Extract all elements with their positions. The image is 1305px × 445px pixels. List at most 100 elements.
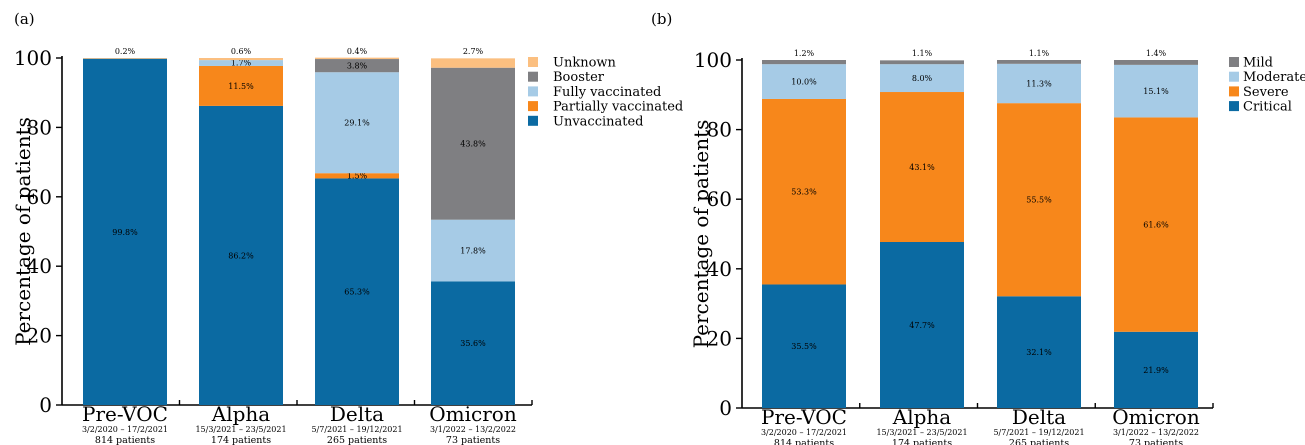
legend-label: Unvaccinated [553,114,644,129]
x-category-dates: 3/1/2022 – 13/2/2022 [1113,428,1199,437]
bar-segment-critical [762,284,846,408]
y-tick-label: 100 [14,46,52,70]
data-label: 3.8% [347,62,368,71]
x-category-dates: 15/3/2021 – 23/5/2021 [195,425,286,434]
data-label: 99.8% [112,228,138,237]
bar-segment-moderate [997,63,1081,104]
data-label: 43.1% [909,163,935,172]
x-category-patients: 265 patients [1009,438,1069,445]
y-tick-label: 20 [27,324,52,348]
data-label: 43.8% [460,140,486,149]
data-label: 0.2% [115,47,136,56]
data-label: 11.3% [1026,79,1052,88]
data-label: 1.4% [1146,49,1167,58]
y-tick-label: 80 [707,118,732,142]
x-category-patients: 73 patients [446,435,500,445]
y-tick-label: 60 [27,185,52,209]
legend-swatch [528,71,538,82]
data-label: 10.0% [791,78,817,87]
data-label: 47.7% [909,321,935,330]
data-label: 21.9% [1143,366,1169,375]
data-label: 17.8% [460,247,486,256]
legend-label: Unknown [553,56,617,71]
legend-swatch [1229,71,1239,82]
legend-swatch [528,57,538,67]
x-category-patients: 174 patients [892,438,952,445]
bar-segment-mild [997,60,1081,64]
bar-segment-unvaccinated [199,105,283,406]
bar-segment-fully-vaccinated [431,219,515,282]
x-category-label: Omicron [429,402,517,426]
bar-segment-critical [997,296,1081,408]
bar-segment-severe [762,98,846,285]
bar-segment-severe [997,103,1081,297]
legend-swatch [1229,101,1239,112]
data-label: 1.1% [1029,49,1050,58]
data-label: 35.5% [791,342,817,351]
legend-swatch [528,86,538,97]
data-label: 0.6% [231,47,252,56]
x-category-dates: 15/3/2021 – 23/5/2021 [876,428,967,437]
data-label: 53.3% [791,188,817,197]
legend-swatch [1229,86,1239,97]
data-label: 1.5% [347,171,368,180]
y-tick-label: 40 [27,254,52,278]
legend-label: Partially vaccinated [553,100,683,115]
data-label: 0.4% [347,47,368,56]
x-category-dates: 3/2/2020 – 17/2/2021 [761,428,847,437]
data-label: 15.1% [1143,87,1169,96]
data-label: 86.2% [228,251,254,260]
y-tick-label: 0 [39,393,52,417]
bar-segment-unvaccinated [315,178,399,405]
data-label: 8.0% [912,74,933,83]
x-category-patients: 814 patients [774,438,834,445]
bar-segment-booster [431,67,515,220]
bar-segment-mild [1114,60,1198,65]
legend-label: Severe [1243,85,1289,100]
bar-segment-fully-vaccinated [315,72,399,174]
x-category-label: Delta [1012,405,1066,429]
x-category-patients: 265 patients [327,435,387,445]
data-label: 2.7% [463,47,484,56]
data-label: 29.1% [344,119,370,128]
bar-segment-unvaccinated [83,58,167,405]
legend-swatch [528,101,538,112]
bar-segment-critical [1114,331,1198,408]
data-label: 61.6% [1143,221,1169,230]
x-category-dates: 5/7/2021 – 19/12/2021 [993,428,1084,437]
x-category-label: Pre-VOC [761,405,847,429]
y-tick-label: 40 [707,257,732,281]
legend-swatch [1229,57,1239,67]
bar-segment-unvaccinated [431,281,515,405]
y-tick-label: 0 [719,396,732,420]
data-label: 32.1% [1026,348,1052,357]
y-axis-title: Percentage of patients [689,120,713,349]
bar-segment-partially-vaccinated [199,65,283,106]
data-label: 1.1% [912,49,933,58]
legend-label: Moderate [1243,70,1305,85]
panel-label: (a) [14,10,35,28]
x-category-label: Alpha [211,402,271,426]
y-tick-label: 60 [707,187,732,211]
x-category-patients: 73 patients [1129,438,1183,445]
bar-segment-moderate [1114,64,1198,118]
legend-label: Booster [553,70,605,85]
data-label: 11.5% [228,82,254,91]
y-tick-label: 80 [27,115,52,139]
data-label: 1.2% [794,49,815,58]
x-category-label: Omicron [1112,405,1200,429]
x-category-label: Pre-VOC [82,402,168,426]
x-category-patients: 174 patients [211,435,271,445]
data-label: 1.7% [231,59,252,68]
data-label: 65.3% [344,288,370,297]
y-axis-title: Percentage of patients [11,117,35,346]
bar-segment-critical [880,242,964,408]
chart-panel-b: (b) Percentage of patients 0 20 40 60 80 100 35.… [651,10,1305,445]
x-category-dates: 5/7/2021 – 19/12/2021 [311,425,402,434]
legend-label: Critical [1243,100,1292,115]
bar-segment-severe [880,92,964,243]
bar-segment-mild [762,60,846,65]
x-category-label: Alpha [892,405,952,429]
x-category-dates: 3/1/2022 – 13/2/2022 [430,425,516,434]
data-label: 55.5% [1026,196,1052,205]
